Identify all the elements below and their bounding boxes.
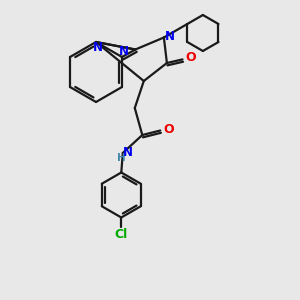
Text: N: N [92,41,103,54]
Text: Cl: Cl [115,227,128,241]
Text: O: O [164,122,174,136]
Text: N: N [165,29,175,43]
Text: N: N [118,45,128,58]
Text: N: N [123,146,133,159]
Text: O: O [186,51,196,64]
Text: H: H [117,152,126,163]
